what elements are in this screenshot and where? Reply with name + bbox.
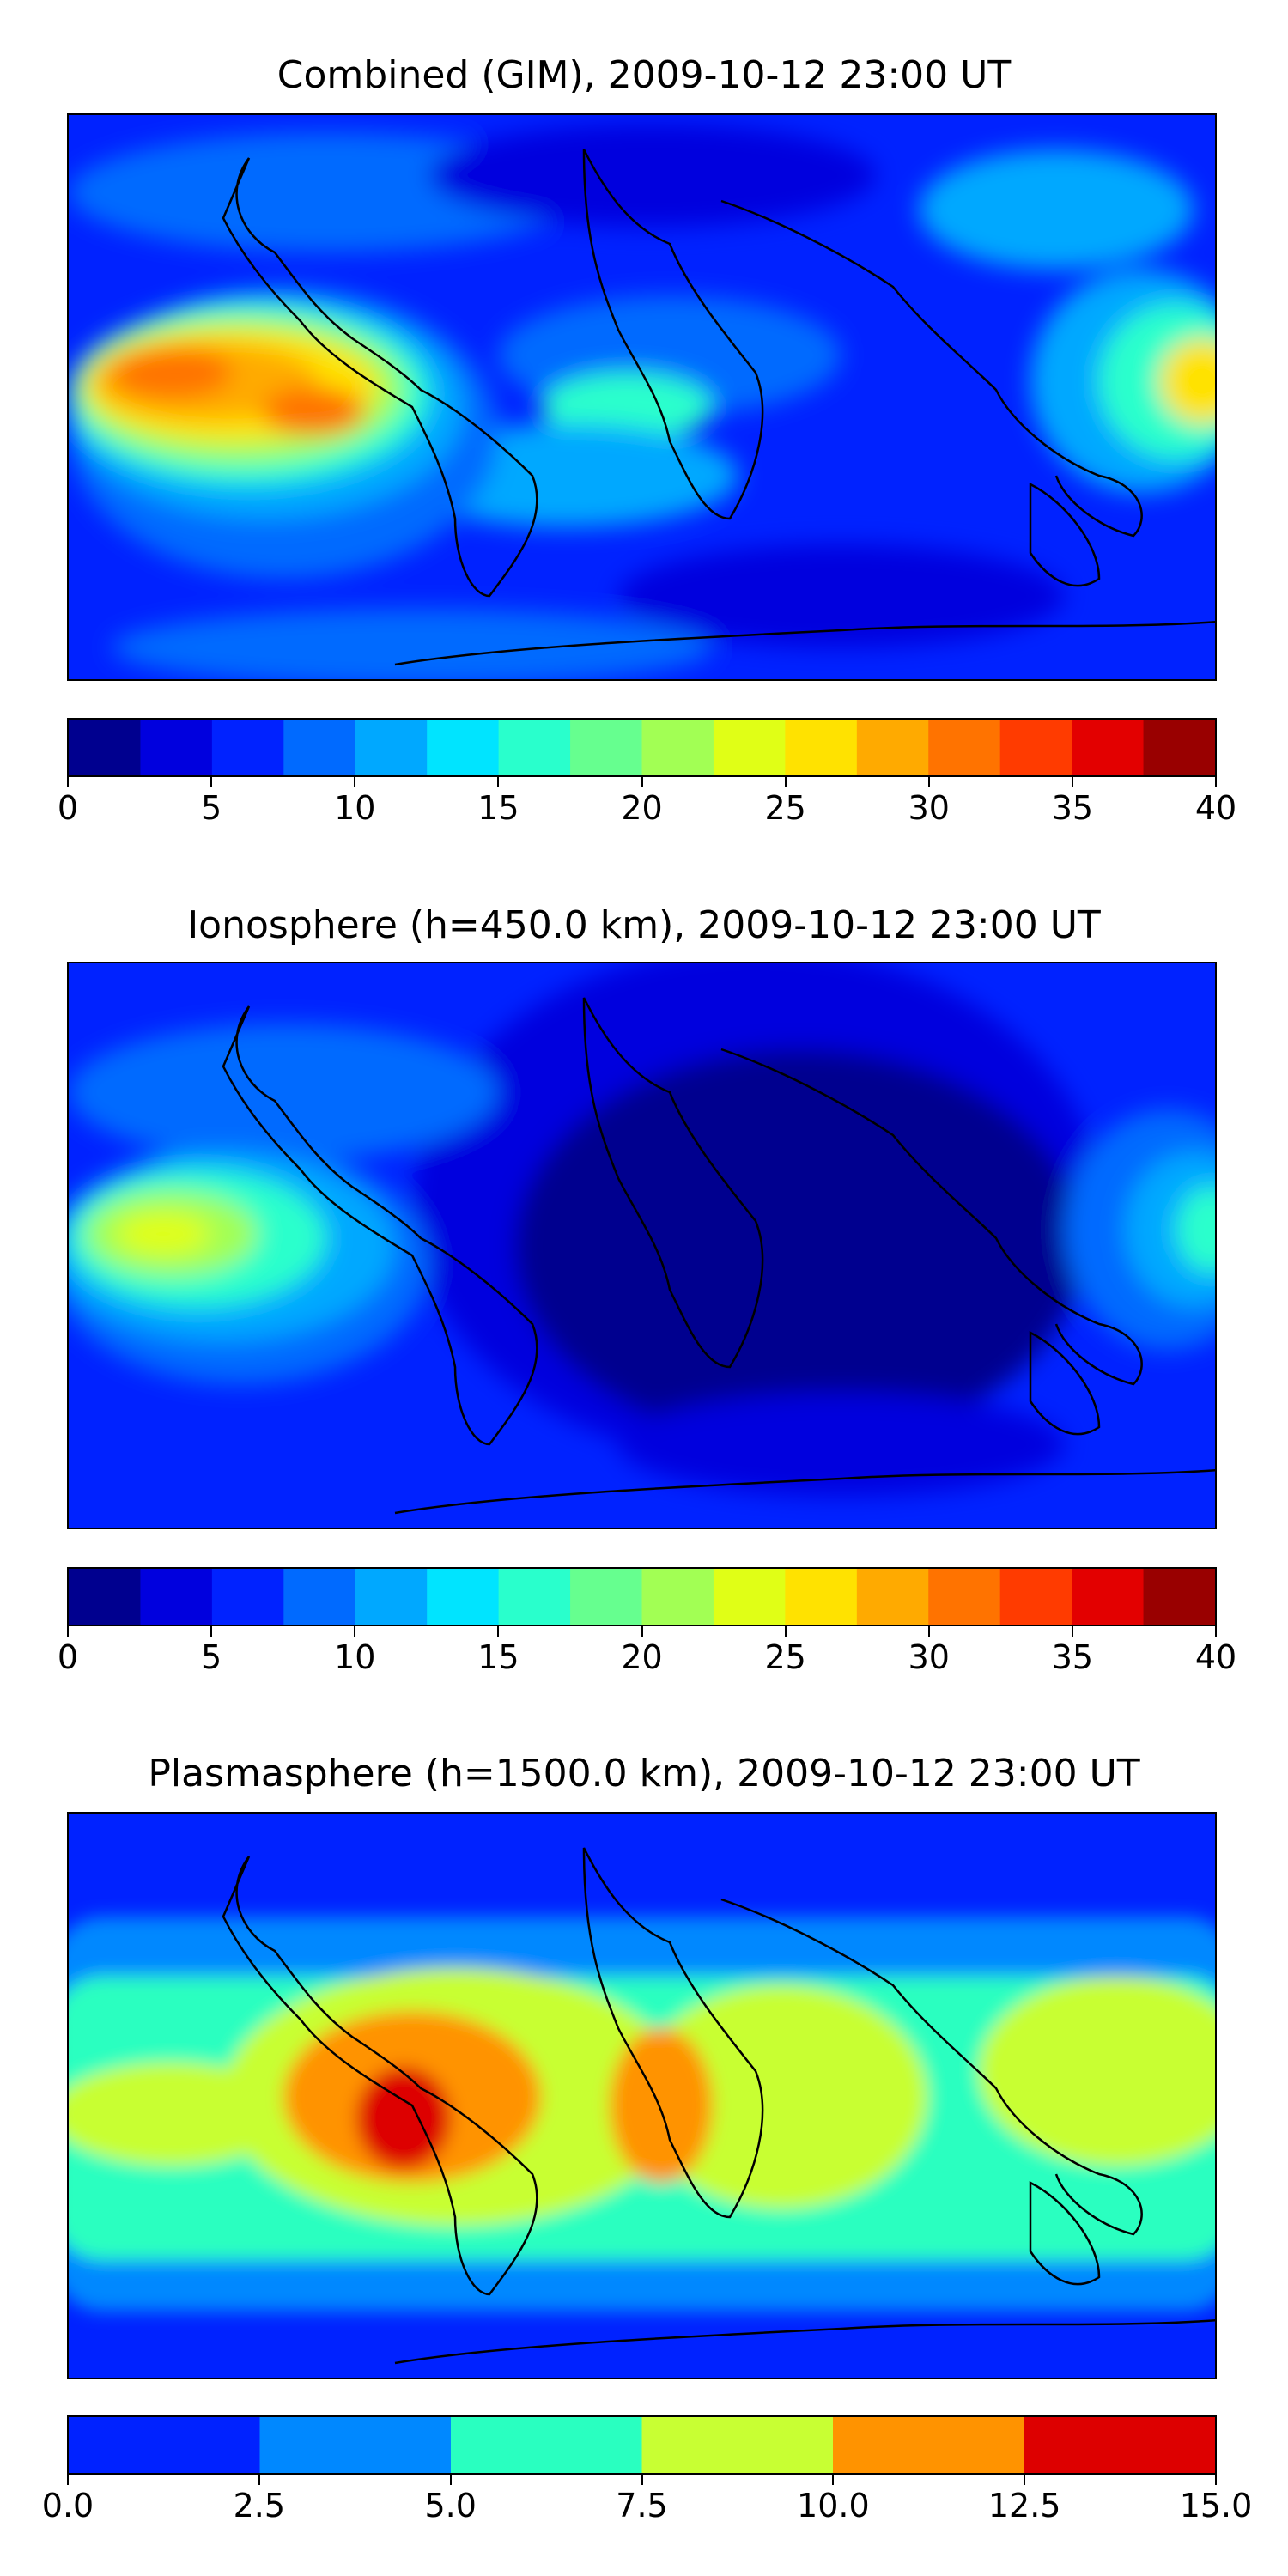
- colorbar-segment: [451, 2417, 643, 2473]
- colorbar-segment: [713, 720, 786, 775]
- colorbar-tick: [210, 1626, 213, 1637]
- colorbar-tick: [784, 1626, 787, 1637]
- colorbar-tick-label: 12.5: [987, 2487, 1061, 2524]
- colorbar-tick: [1071, 777, 1073, 787]
- colorbar-segment: [785, 720, 858, 775]
- colorbar-tick: [927, 777, 930, 787]
- colorbar-segment: [283, 1569, 356, 1625]
- colorbar-tick-label: 15: [477, 1638, 519, 1676]
- colorbar-segment: [355, 1569, 428, 1625]
- panel-1-map: [67, 113, 1217, 681]
- panel-2-map: [67, 962, 1217, 1529]
- colorbar-tick: [1071, 1626, 1073, 1637]
- colorbar-segment: [1024, 2417, 1215, 2473]
- colorbar-segment: [999, 1569, 1072, 1625]
- colorbar-tick: [1215, 2475, 1217, 2485]
- panel-1-title: Combined (GIM), 2009-10-12 23:00 UT: [276, 53, 1012, 97]
- colorbar-tick: [1215, 777, 1217, 787]
- colorbar-tick-label: 25: [764, 789, 806, 827]
- panel-2-colorbar: [67, 1567, 1217, 1626]
- colorbar-tick-label: 40: [1194, 1638, 1237, 1676]
- panel-3-title: Plasmasphere (h=1500.0 km), 2009-10-12 2…: [148, 1752, 1140, 1795]
- colorbar-tick: [67, 2475, 69, 2485]
- colorbar-tick: [497, 1626, 500, 1637]
- colorbar-tick-label: 25: [764, 1638, 806, 1676]
- colorbar-tick: [1024, 2475, 1026, 2485]
- colorbar-tick: [927, 1626, 930, 1637]
- colorbar-segment: [211, 720, 284, 775]
- colorbar-segment: [140, 1569, 213, 1625]
- colorbar-segment: [498, 1569, 571, 1625]
- colorbar-tick: [354, 777, 356, 787]
- colorbar-tick-label: 35: [1051, 789, 1094, 827]
- colorbar-tick-label: 20: [621, 789, 663, 827]
- colorbar-segment: [498, 720, 571, 775]
- colorbar-segment: [69, 2417, 261, 2473]
- colorbar-segment: [928, 1569, 1001, 1625]
- colorbar-segment: [211, 1569, 284, 1625]
- colorbar-segment: [283, 720, 356, 775]
- colorbar-tick-label: 40: [1194, 789, 1237, 827]
- colorbar-tick-label: 10: [334, 1638, 376, 1676]
- colorbar-tick: [1215, 1626, 1217, 1637]
- colorbar-tick: [641, 1626, 643, 1637]
- panel-3-colorbar: [67, 2415, 1217, 2475]
- colorbar-segment: [69, 720, 142, 775]
- colorbar-tick: [784, 777, 787, 787]
- colorbar-tick-label: 30: [908, 789, 950, 827]
- colorbar-segment: [713, 1569, 786, 1625]
- colorbar-tick-label: 10.0: [797, 2487, 870, 2524]
- colorbar-segment: [69, 1569, 142, 1625]
- colorbar-tick: [832, 2475, 835, 2485]
- colorbar-segment: [856, 720, 929, 775]
- colorbar-tick-label: 30: [908, 1638, 950, 1676]
- colorbar-segment: [641, 2417, 834, 2473]
- colorbar-tick-label: 35: [1051, 1638, 1094, 1676]
- colorbar-segment: [833, 2417, 1025, 2473]
- colorbar-segment: [856, 1569, 929, 1625]
- colorbar-segment: [785, 1569, 858, 1625]
- colorbar-tick: [67, 1626, 69, 1637]
- panel-3-map: [67, 1812, 1217, 2379]
- colorbar-segment: [427, 1569, 500, 1625]
- colorbar-tick-label: 15.0: [1179, 2487, 1253, 2524]
- colorbar-segment: [1072, 1569, 1145, 1625]
- colorbar-tick: [449, 2475, 452, 2485]
- colorbar-segment: [1072, 720, 1145, 775]
- colorbar-tick-label: 10: [334, 789, 376, 827]
- colorbar-tick: [641, 777, 643, 787]
- colorbar-tick: [354, 1626, 356, 1637]
- colorbar-segment: [140, 720, 213, 775]
- panel-1-colorbar: [67, 718, 1217, 777]
- panel-2-title: Ionosphere (h=450.0 km), 2009-10-12 23:0…: [187, 903, 1101, 947]
- colorbar-tick-label: 2.5: [233, 2487, 286, 2524]
- colorbar-segment: [570, 720, 643, 775]
- colorbar-segment: [259, 2417, 452, 2473]
- colorbar-tick-label: 0: [57, 1638, 79, 1676]
- colorbar-segment: [427, 720, 500, 775]
- colorbar-segment: [641, 1569, 714, 1625]
- colorbar-tick: [258, 2475, 260, 2485]
- colorbar-segment: [1143, 1569, 1215, 1625]
- colorbar-tick-label: 5: [201, 789, 222, 827]
- colorbar-tick: [210, 777, 213, 787]
- colorbar-tick: [497, 777, 500, 787]
- colorbar-segment: [999, 720, 1072, 775]
- colorbar-tick-label: 5: [201, 1638, 222, 1676]
- colorbar-tick-label: 5.0: [424, 2487, 477, 2524]
- colorbar-segment: [570, 1569, 643, 1625]
- colorbar-tick-label: 0: [57, 789, 79, 827]
- colorbar-tick-label: 20: [621, 1638, 663, 1676]
- colorbar-segment: [641, 720, 714, 775]
- colorbar-tick-label: 0.0: [41, 2487, 94, 2524]
- colorbar-tick-label: 15: [477, 789, 519, 827]
- colorbar-tick: [67, 777, 69, 787]
- colorbar-segment: [355, 720, 428, 775]
- colorbar-segment: [928, 720, 1001, 775]
- colorbar-tick-label: 7.5: [616, 2487, 668, 2524]
- colorbar-segment: [1143, 720, 1215, 775]
- colorbar-tick: [641, 2475, 643, 2485]
